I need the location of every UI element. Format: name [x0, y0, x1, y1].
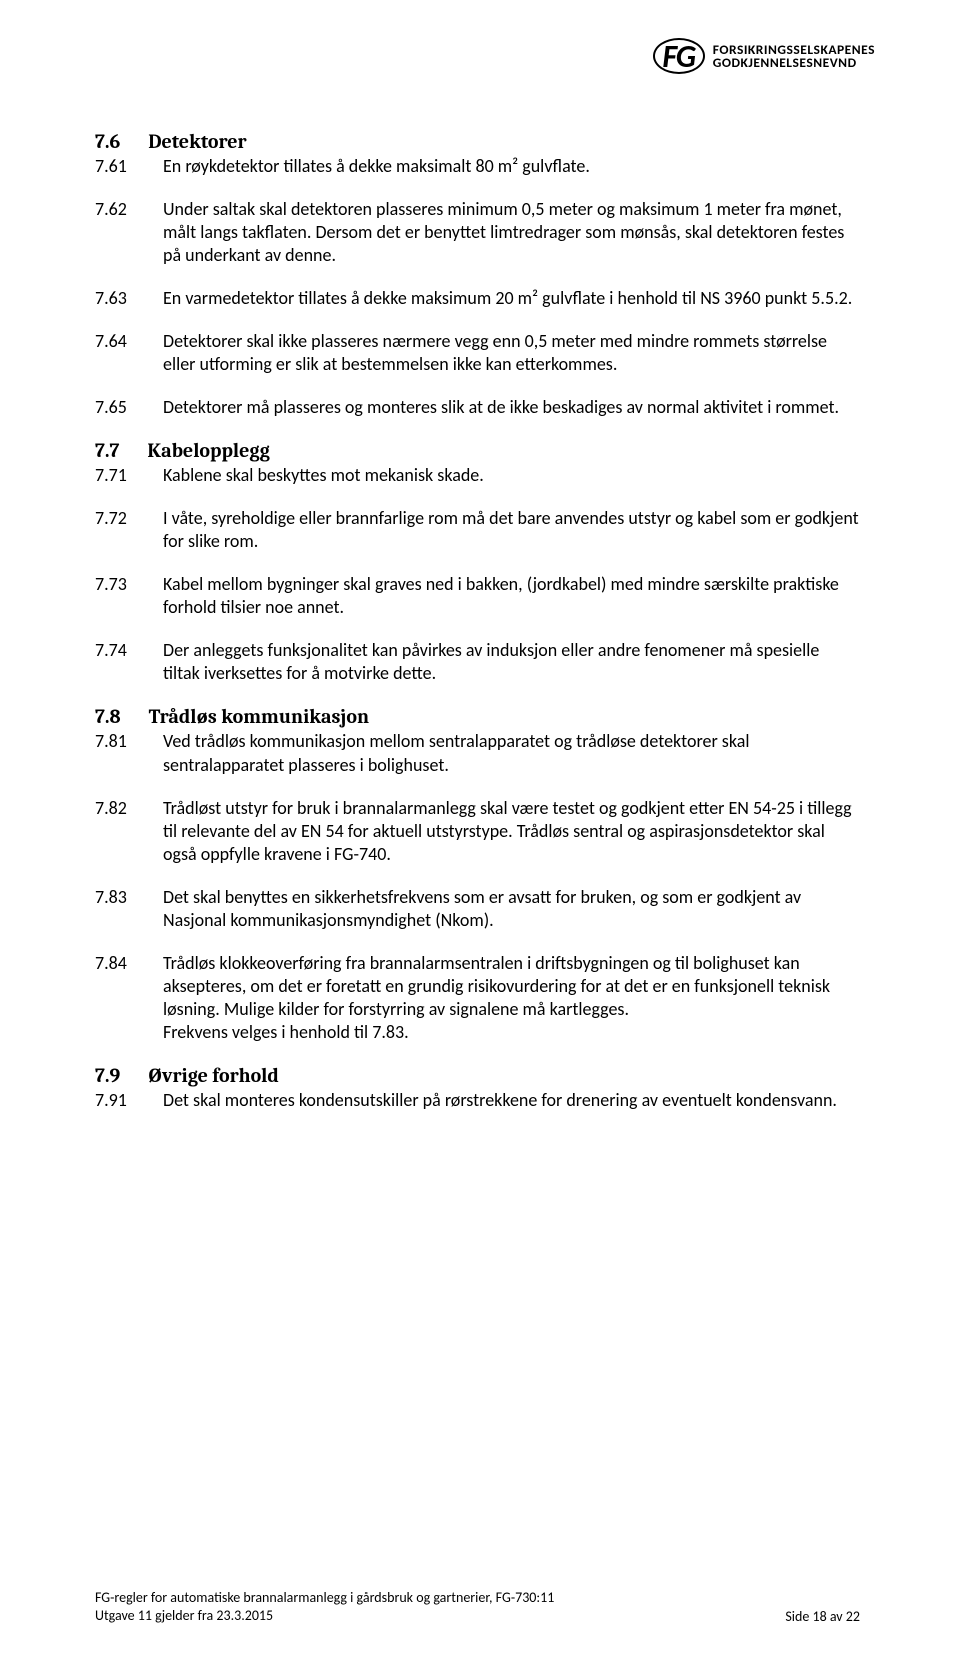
para-text: Kabel mellom bygninger skal graves ned i… — [163, 573, 860, 619]
footer-doc-title: FG-regler for automatiske brannalarmanle… — [95, 1589, 554, 1607]
section-number: 7.6 — [95, 130, 120, 153]
paragraph: 7.81 Ved trådløs kommunikasjon mellom se… — [95, 730, 860, 776]
logo-mark: FG — [653, 38, 705, 74]
paragraph: 7.82 Trådløst utstyr for bruk i brannala… — [95, 797, 860, 866]
para-text: Kablene skal beskyttes mot mekanisk skad… — [163, 464, 860, 487]
para-text: Ved trådløs kommunikasjon mellom sentral… — [163, 730, 860, 776]
para-text: Detektorer må plasseres og monteres slik… — [163, 396, 860, 419]
para-number: 7.71 — [95, 464, 135, 487]
logo-line-2: GODKJENNELSESNEVND — [713, 56, 875, 70]
document-content: 7.6 Detektorer 7.61 En røykdetektor till… — [95, 130, 860, 1112]
footer-left: FG-regler for automatiske brannalarmanle… — [95, 1589, 554, 1625]
section-heading: 7.7 Kabelopplegg — [95, 439, 860, 462]
para-text: Trådløst utstyr for bruk i brannalarmanl… — [163, 797, 860, 866]
section-heading: 7.6 Detektorer — [95, 130, 860, 153]
para-text: Under saltak skal detektoren plasseres m… — [163, 198, 860, 267]
paragraph: 7.71 Kablene skal beskyttes mot mekanisk… — [95, 464, 860, 487]
paragraph: 7.65 Detektorer må plasseres og monteres… — [95, 396, 860, 419]
para-number: 7.81 — [95, 730, 135, 776]
paragraph: 7.74 Der anleggets funksjonalitet kan på… — [95, 639, 860, 685]
paragraph: 7.84 Trådløs klokkeoverføring fra branna… — [95, 952, 860, 1044]
para-number: 7.74 — [95, 639, 135, 685]
para-text: Detektorer skal ikke plasseres nærmere v… — [163, 330, 860, 376]
section-title: Detektorer — [148, 130, 246, 153]
section-number: 7.9 — [95, 1064, 120, 1087]
para-number: 7.91 — [95, 1089, 135, 1112]
para-number: 7.73 — [95, 573, 135, 619]
section-title: Kabelopplegg — [147, 439, 269, 462]
section-heading: 7.9 Øvrige forhold — [95, 1064, 860, 1087]
para-number: 7.63 — [95, 287, 135, 310]
section-title: Øvrige forhold — [148, 1064, 279, 1087]
para-number: 7.65 — [95, 396, 135, 419]
paragraph: 7.83 Det skal benyttes en sikkerhetsfrek… — [95, 886, 860, 932]
section-heading: 7.8 Trådløs kommunikasjon — [95, 705, 860, 728]
para-text: I våte, syreholdige eller brannfarlige r… — [163, 507, 860, 553]
paragraph: 7.73 Kabel mellom bygninger skal graves … — [95, 573, 860, 619]
header-logo: FG FORSIKRINGSSELSKAPENES GODKJENNELSESN… — [653, 38, 875, 74]
footer-page-number: Side 18 av 22 — [785, 1608, 860, 1625]
page-footer: FG-regler for automatiske brannalarmanle… — [95, 1589, 860, 1625]
para-text: Det skal benyttes en sikkerhetsfrekvens … — [163, 886, 860, 932]
section-title: Trådløs kommunikasjon — [149, 705, 369, 728]
para-number: 7.84 — [95, 952, 135, 1044]
para-text: En varmedetektor tillates å dekke maksim… — [163, 287, 860, 310]
para-text: Der anleggets funksjonalitet kan påvirke… — [163, 639, 860, 685]
paragraph: 7.63 En varmedetektor tillates å dekke m… — [95, 287, 860, 310]
para-number: 7.72 — [95, 507, 135, 553]
para-number: 7.83 — [95, 886, 135, 932]
section-number: 7.8 — [95, 705, 121, 728]
paragraph: 7.61 En røykdetektor tillates å dekke ma… — [95, 155, 860, 178]
para-number: 7.62 — [95, 198, 135, 267]
section-number: 7.7 — [95, 439, 119, 462]
paragraph: 7.91 Det skal monteres kondensutskiller … — [95, 1089, 860, 1112]
para-number: 7.61 — [95, 155, 135, 178]
logo-text: FORSIKRINGSSELSKAPENES GODKJENNELSESNEVN… — [713, 43, 875, 70]
para-text: Trådløs klokkeoverføring fra brannalarms… — [163, 952, 860, 1044]
paragraph: 7.72 I våte, syreholdige eller brannfarl… — [95, 507, 860, 553]
para-number: 7.64 — [95, 330, 135, 376]
para-text: Det skal monteres kondensutskiller på rø… — [163, 1089, 860, 1112]
footer-edition: Utgave 11 gjelder fra 23.3.2015 — [95, 1607, 554, 1625]
paragraph: 7.64 Detektorer skal ikke plasseres nærm… — [95, 330, 860, 376]
para-number: 7.82 — [95, 797, 135, 866]
paragraph: 7.62 Under saltak skal detektoren plasse… — [95, 198, 860, 267]
para-text: En røykdetektor tillates å dekke maksima… — [163, 155, 860, 178]
